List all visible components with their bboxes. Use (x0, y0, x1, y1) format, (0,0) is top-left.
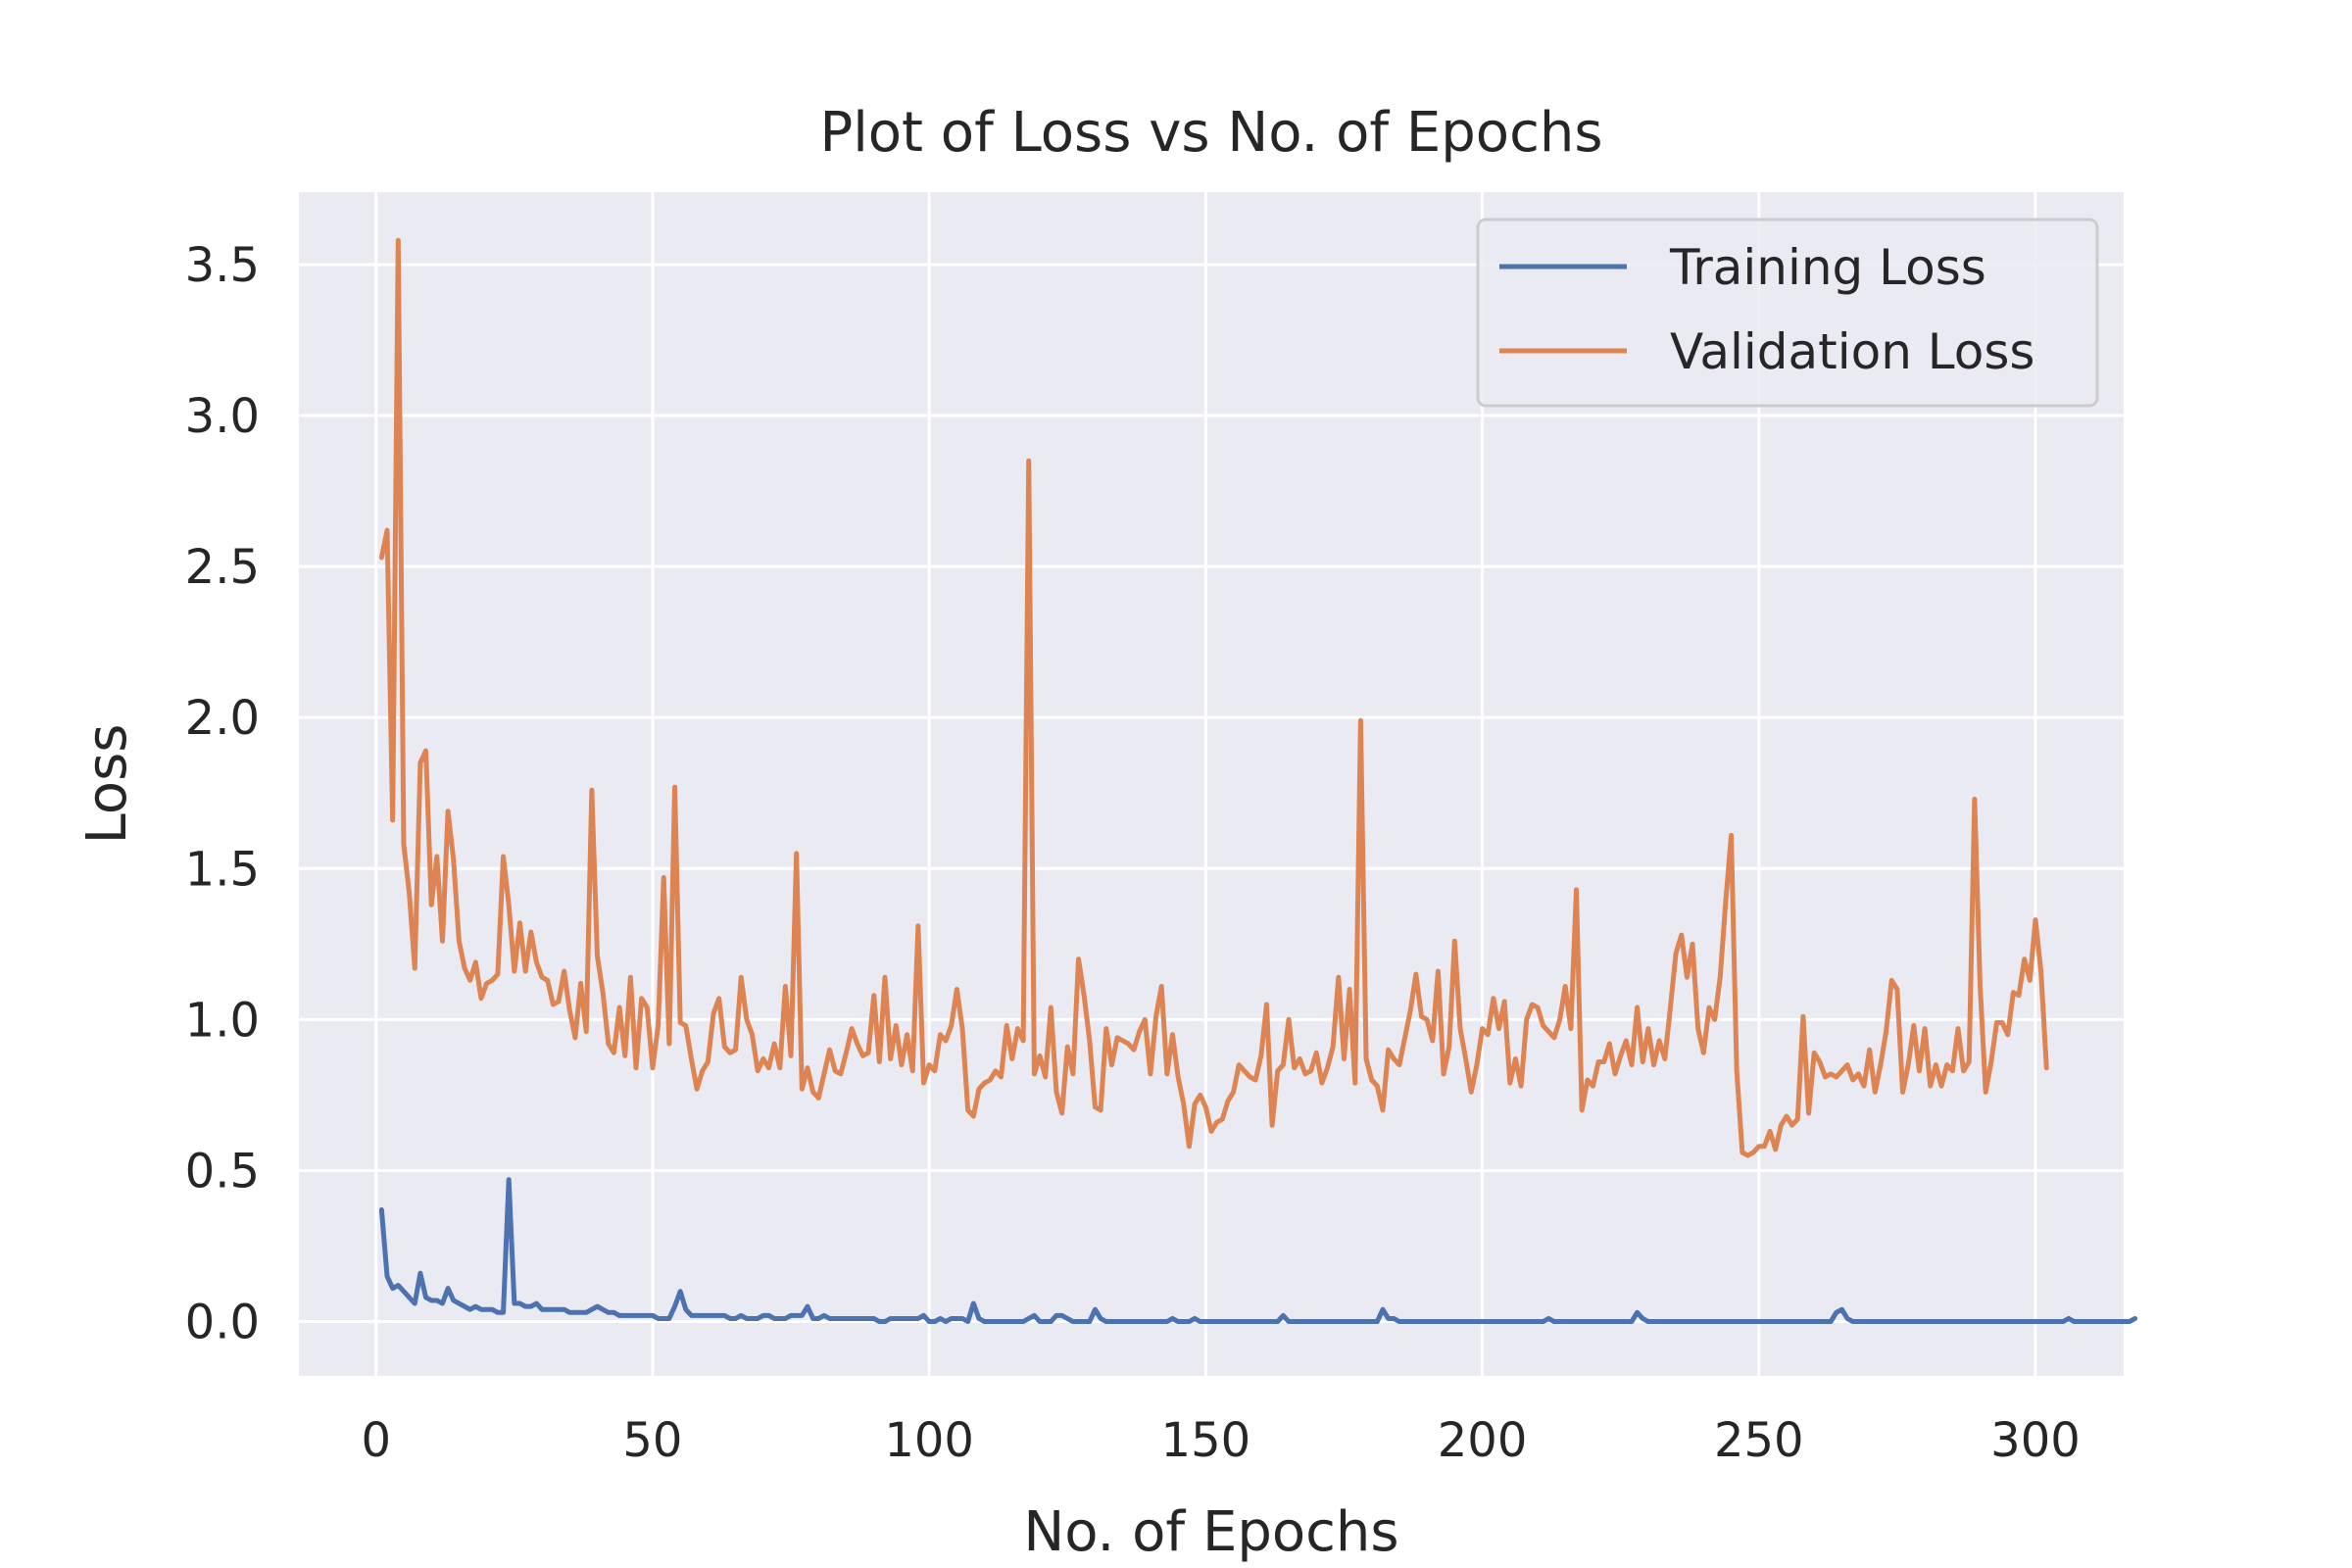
x-tick-label: 200 (1438, 1413, 1528, 1468)
legend: Training Loss Validation Loss (1476, 218, 2099, 408)
legend-label-validation-loss: Validation Loss (1670, 323, 2034, 380)
y-tick-label: 2.0 (185, 691, 260, 746)
y-tick-label: 2.5 (185, 540, 260, 595)
y-tick-labels: 0.0 0.5 1.0 1.5 2.0 2.5 3.0 3.5 (185, 238, 260, 1350)
x-tick-label: 150 (1161, 1413, 1251, 1468)
series-line-training-loss (378, 1177, 2138, 1325)
series-layer (378, 237, 2138, 1325)
chart-title: Plot of Loss vs No. of Epochs (819, 101, 1602, 165)
x-tick-label: 300 (1990, 1413, 2081, 1468)
y-tick-label: 3.0 (185, 389, 260, 444)
y-tick-label: 3.5 (185, 238, 260, 293)
x-tick-labels: 0 50 100 150 200 250 300 (361, 1413, 2080, 1468)
legend-label-training-loss: Training Loss (1669, 239, 1986, 296)
y-tick-label: 1.0 (185, 993, 260, 1048)
legend-box (1476, 218, 2099, 408)
y-tick-label: 0.5 (185, 1144, 260, 1199)
x-tick-label: 50 (622, 1413, 682, 1468)
y-tick-label: 0.0 (185, 1296, 260, 1350)
series-line-validation-loss (378, 237, 2049, 1158)
y-axis-title: Loss (75, 724, 139, 845)
x-tick-label: 250 (1714, 1413, 1804, 1468)
x-axis-title: No. of Epochs (1023, 1500, 1398, 1564)
x-tick-label: 0 (361, 1413, 391, 1468)
x-tick-label: 100 (884, 1413, 974, 1468)
y-tick-label: 1.5 (185, 842, 260, 897)
